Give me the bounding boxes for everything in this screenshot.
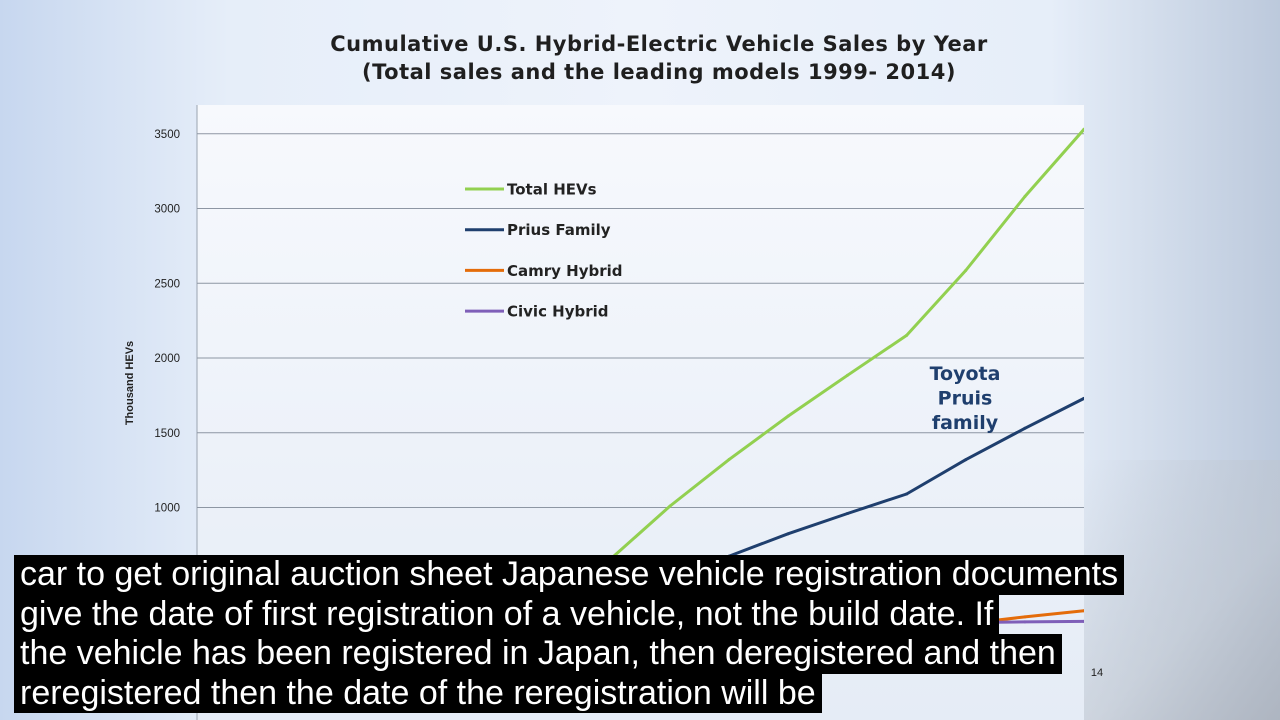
caption-line: give the date of first registration of a…: [14, 594, 1000, 634]
data-point-total-hevs: [1082, 127, 1084, 131]
y-tick-label: 2500: [154, 278, 180, 290]
data-point-civic-hybrid: [1023, 620, 1027, 624]
chart-title: Cumulative U.S. Hybrid-Electric Vehicle …: [330, 32, 988, 56]
chart-title-block: Cumulative U.S. Hybrid-Electric Vehicle …: [0, 30, 1280, 86]
annotation-toyota-prius-family: Toyota Pruis family: [930, 363, 1001, 434]
chart-subtitle: (Total sales and the leading models 1999…: [362, 60, 956, 84]
x-tick-label-fragment: 14: [1091, 667, 1103, 679]
legend-label-civic-hybrid: Civic Hybrid: [507, 303, 609, 321]
y-tick-label: 1500: [154, 428, 180, 440]
legend-label-total-hevs: Total HEVs: [507, 181, 597, 199]
legend-label-prius-family: Prius Family: [507, 221, 611, 239]
legend: Total HEVs Prius Family Camry Hybrid Civic …: [465, 181, 623, 321]
data-point-camry-hybrid: [1082, 609, 1084, 613]
y-tick-label: 3500: [154, 129, 180, 141]
y-tick-label: 1000: [154, 503, 180, 515]
y-axis-label: Thousand HEVs: [124, 341, 136, 425]
legend-label-camry-hybrid: Camry Hybrid: [507, 262, 623, 280]
data-point-prius-family: [1023, 426, 1027, 430]
data-point-prius-family: [846, 512, 849, 515]
data-point-prius-family: [905, 492, 909, 496]
data-point-civic-hybrid: [1082, 619, 1084, 623]
data-point-prius-family: [1082, 396, 1084, 400]
data-point-camry-hybrid: [1023, 615, 1027, 619]
y-tick-label: 3000: [154, 204, 180, 216]
y-tick-labels: 1000 1500 2000 2500 3000 3500: [154, 129, 180, 515]
subtitle-caption: car to get original auction sheet Japane…: [14, 555, 1125, 713]
data-point-prius-family: [964, 458, 968, 462]
data-point-total-hevs: [905, 333, 909, 337]
data-point-total-hevs: [727, 457, 731, 461]
caption-line: the vehicle has been registered in Japan…: [14, 634, 1062, 674]
data-point-total-hevs: [964, 269, 968, 272]
data-point-total-hevs: [1023, 195, 1027, 198]
caption-line: reregistered then the date of the reregi…: [14, 673, 822, 713]
gridlines: [197, 133, 1084, 508]
caption-line: car to get original auction sheet Japane…: [14, 555, 1125, 595]
y-tick-label: 2000: [154, 353, 180, 365]
data-point-total-hevs: [786, 414, 790, 418]
data-point-prius-family: [786, 532, 790, 536]
data-point-total-hevs: [668, 504, 672, 508]
annotations: Toyota Pruis family: [930, 363, 1001, 434]
data-point-total-hevs: [846, 373, 849, 377]
